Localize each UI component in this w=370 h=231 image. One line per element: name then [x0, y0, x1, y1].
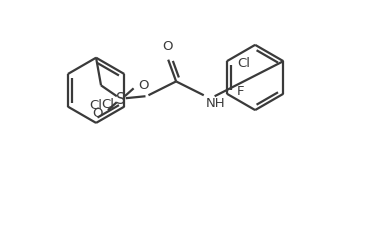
Text: O: O	[139, 79, 149, 92]
Text: F: F	[237, 85, 244, 98]
Text: O: O	[92, 106, 103, 119]
Text: Cl: Cl	[101, 98, 114, 111]
Text: NH: NH	[206, 97, 225, 110]
Text: O: O	[162, 40, 172, 53]
Text: Cl: Cl	[237, 57, 250, 70]
Text: S: S	[116, 92, 125, 107]
Text: Cl: Cl	[90, 99, 102, 112]
